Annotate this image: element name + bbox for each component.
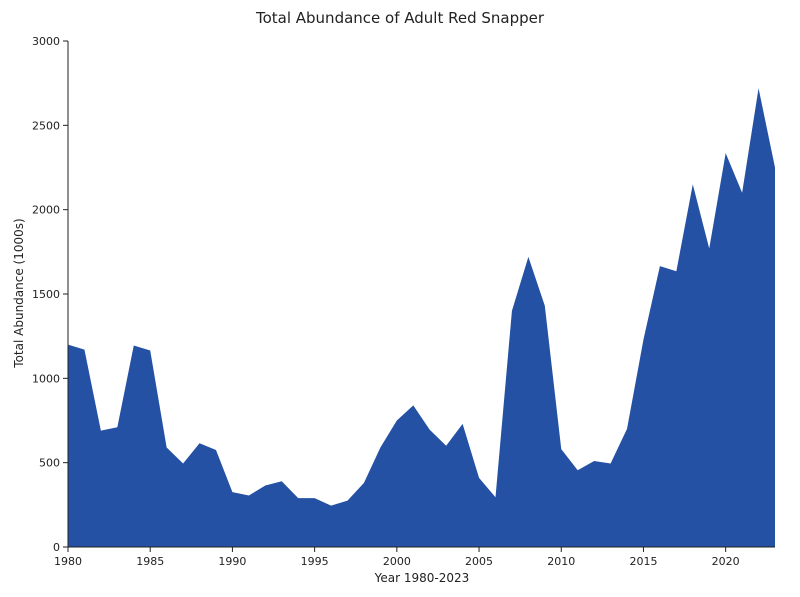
chart-title: Total Abundance of Adult Red Snapper xyxy=(255,9,545,27)
x-tick-label: 2020 xyxy=(712,555,740,568)
y-tick-label: 0 xyxy=(53,541,60,554)
x-tick-label: 2000 xyxy=(383,555,411,568)
y-tick-label: 1500 xyxy=(32,288,60,301)
y-tick-label: 2500 xyxy=(32,119,60,132)
x-tick-label: 1980 xyxy=(54,555,82,568)
abundance-area xyxy=(68,88,775,547)
y-axis-ticks: 0 500 1000 1500 2000 2500 3000 xyxy=(32,35,68,554)
y-tick-label: 500 xyxy=(39,457,60,470)
x-tick-label: 1990 xyxy=(218,555,246,568)
y-axis-label: Total Abundance (1000s) xyxy=(12,218,26,368)
x-tick-label: 1995 xyxy=(301,555,329,568)
y-tick-label: 1000 xyxy=(32,372,60,385)
x-tick-label: 2010 xyxy=(547,555,575,568)
y-tick-label: 3000 xyxy=(32,35,60,48)
x-axis-ticks: 1980 1985 1990 1995 2000 2005 2010 2015 2020 xyxy=(54,547,740,568)
x-axis-label: Year 1980-2023 xyxy=(374,571,470,585)
x-tick-label: 2005 xyxy=(465,555,493,568)
y-tick-label: 2000 xyxy=(32,204,60,217)
x-tick-label: 2015 xyxy=(629,555,657,568)
x-tick-label: 1985 xyxy=(136,555,164,568)
